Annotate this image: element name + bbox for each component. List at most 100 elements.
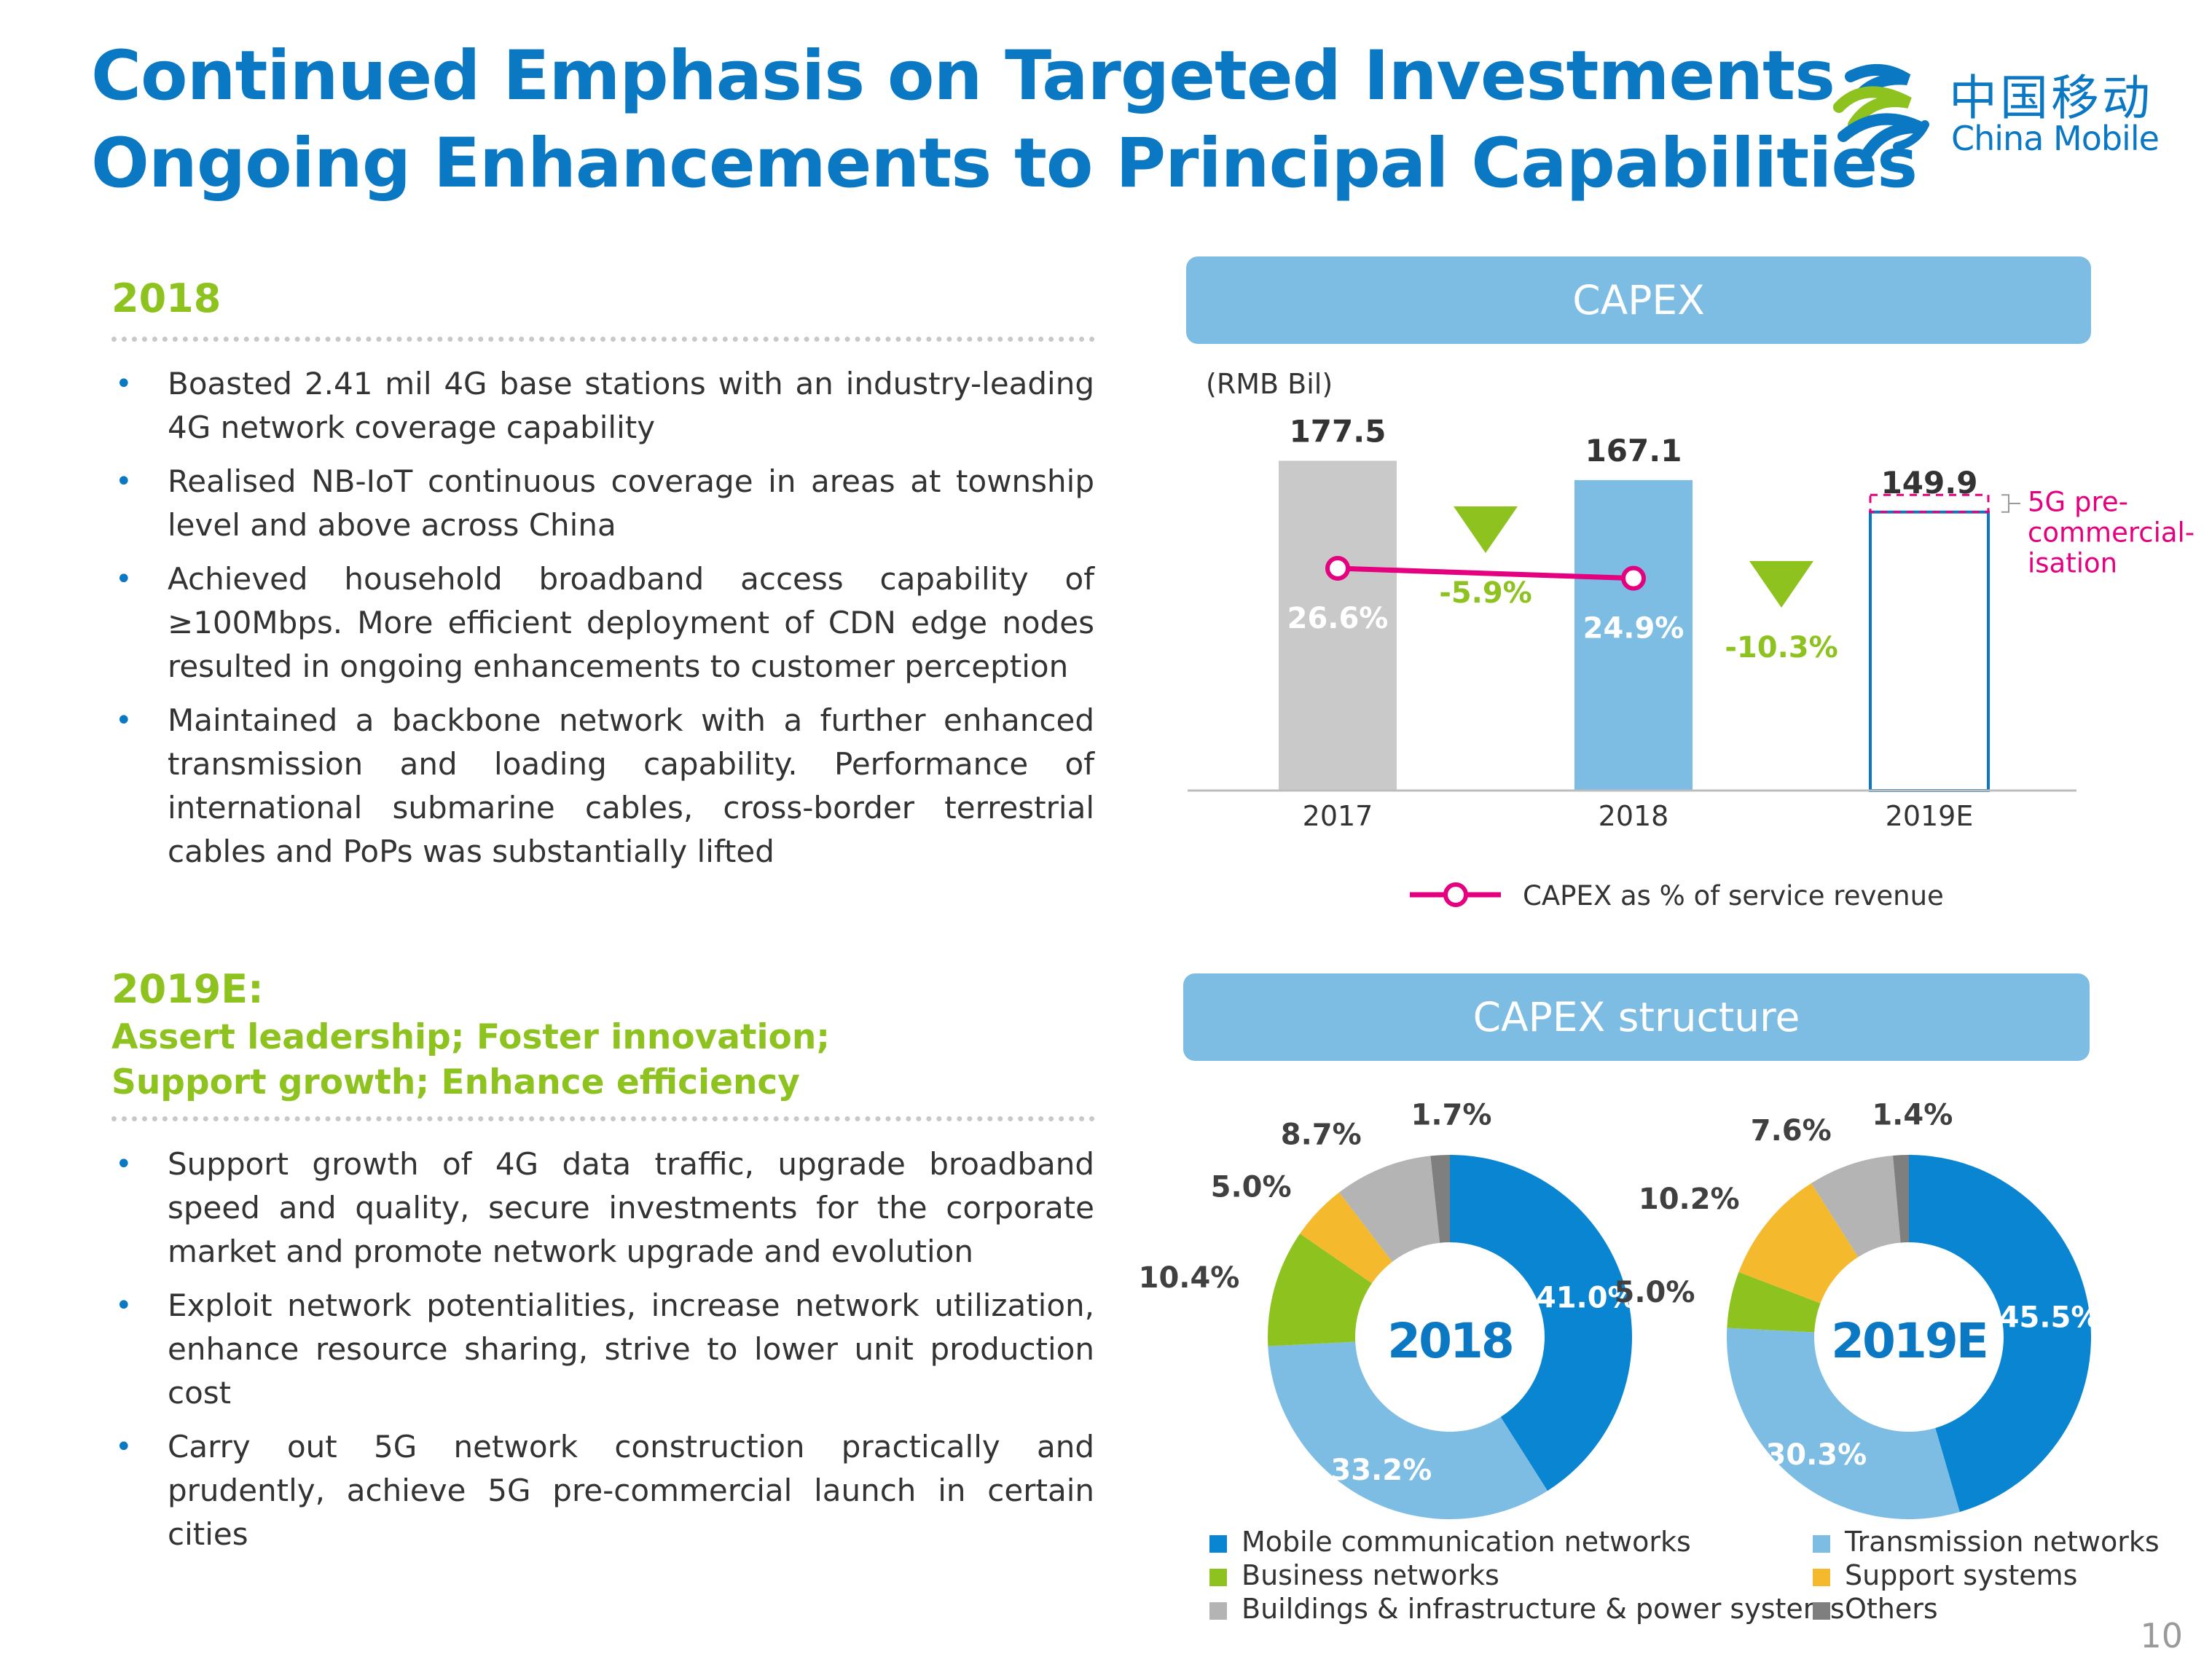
- legend-item-mobile: Mobile communication networks: [1209, 1526, 1691, 1558]
- bullet-item: • Boasted 2.41 mil 4G base stations with …: [109, 362, 1094, 450]
- capex-bar-2018: [1574, 479, 1693, 791]
- slice-label: 1.7%: [1411, 1098, 1492, 1132]
- legend-swatch: [1813, 1569, 1830, 1586]
- slice-label: 10.2%: [1639, 1183, 1740, 1216]
- china-mobile-logo-icon: [1833, 64, 1929, 158]
- donut-slice: [1450, 1155, 1632, 1491]
- section-2019-divider: [111, 1116, 1095, 1121]
- legend-swatch: [1813, 1535, 1830, 1553]
- slice-label: 45.5%: [1999, 1301, 2101, 1335]
- capex-bar-chart: (RMB Bil)177.52017167.12018149.92019E5G …: [1188, 368, 2195, 912]
- legend-label: Mobile communication networks: [1242, 1526, 1691, 1558]
- section-2019-subheading-1: Assert leadership; Foster innovation;: [111, 1017, 831, 1057]
- capex-pct-line: [1337, 565, 1634, 581]
- bullet-icon: •: [115, 704, 133, 737]
- bullet-text: Realised NB-IoT continuous coverage in a…: [168, 463, 1094, 543]
- annotation-bracket: [2001, 494, 2020, 513]
- legend-label: Transmission networks: [1845, 1526, 2160, 1558]
- donut-slice: [1727, 1328, 1960, 1519]
- china-mobile-logo: 中国移动 China Mobile: [1821, 55, 2186, 171]
- section-2018-divider: [111, 337, 1095, 342]
- legend-swatch: [1813, 1602, 1830, 1620]
- bullet-text: Achieved household broadband access capa…: [168, 561, 1094, 684]
- capex-structure-donuts: 41.0% 33.2% 10.4% 5.0% 8.7% 1.7% 2018 45.5% 30.3…: [1139, 1098, 2101, 1519]
- legend-item-business: Business networks: [1209, 1559, 1499, 1591]
- slice-label: 5.0%: [1614, 1276, 1695, 1309]
- bullet-item: • Achieved household broadband access cap…: [109, 557, 1094, 689]
- unit-label: (RMB Bil): [1206, 368, 1333, 400]
- capex-chart-title: CAPEX: [1186, 256, 2091, 344]
- section-2018-heading: 2018: [111, 275, 221, 321]
- legend-item-others: Others: [1813, 1593, 1938, 1625]
- bar-value-label: 167.1: [1585, 433, 1682, 469]
- section-2019-subheading-2: Support growth; Enhance efficiency: [111, 1062, 800, 1102]
- legend-label: Buildings & infrastructure & power syste…: [1242, 1593, 1845, 1625]
- donut-slice: [1893, 1155, 1909, 1243]
- bullet-text: Carry out 5G network construction practi…: [168, 1429, 1094, 1552]
- bullet-icon: •: [115, 562, 133, 596]
- donut-slice: [1430, 1155, 1450, 1243]
- bullet-icon: •: [115, 465, 133, 498]
- donut-slice: [1339, 1156, 1440, 1262]
- donut-center-label: 2019E: [1831, 1313, 1987, 1369]
- bullet-icon: •: [115, 1430, 133, 1464]
- bullet-icon: •: [115, 367, 133, 401]
- capex-bar-2017: [1279, 460, 1397, 791]
- section-2018-bullets: • Boasted 2.41 mil 4G base stations with …: [109, 362, 1094, 884]
- x-tick-label: 2017: [1303, 800, 1373, 832]
- legend-marker: [1443, 882, 1468, 907]
- donut-slice: [1738, 1183, 1859, 1304]
- legend-swatch: [1209, 1602, 1227, 1620]
- page-title-line-1: Continued Emphasis on Targeted Investmen…: [91, 36, 1835, 116]
- donut-slice: [1909, 1155, 2091, 1513]
- slice-label: 1.4%: [1872, 1098, 1953, 1132]
- decrease-arrow-icon: [1454, 506, 1518, 553]
- logo-name-cn: 中国移动: [1949, 70, 2153, 126]
- capex-pct-label: 24.9%: [1583, 612, 1685, 646]
- slice-label: 5.0%: [1211, 1170, 1292, 1204]
- bullet-icon: •: [115, 1148, 133, 1181]
- slice-label: 8.7%: [1281, 1118, 1362, 1151]
- bar-value-label: 177.5: [1290, 413, 1387, 449]
- page-number: 10: [2140, 1616, 2183, 1655]
- decrease-arrow-icon: [1749, 561, 1813, 608]
- donut-slice: [1727, 1271, 1821, 1333]
- legend-item-transmission: Transmission networks: [1813, 1526, 2160, 1558]
- slice-label: 41.0%: [1536, 1282, 1637, 1315]
- slice-label: 10.4%: [1139, 1261, 1240, 1295]
- bullet-text: Maintained a backbone network with a fur…: [168, 702, 1094, 869]
- donut-center-label: 2018: [1387, 1313, 1513, 1369]
- x-tick-label: 2019E: [1886, 800, 1974, 832]
- slice-label: 33.2%: [1330, 1454, 1432, 1487]
- donut-slice: [1300, 1192, 1392, 1284]
- slice-label: 30.3%: [1765, 1438, 1867, 1472]
- capex-pct-point: [1621, 565, 1646, 591]
- bullet-text: Exploit network potentialities, increase…: [168, 1287, 1094, 1411]
- bullet-item: • Support growth of 4G data traffic, upgr…: [109, 1142, 1094, 1274]
- change-label: -10.3%: [1725, 631, 1838, 665]
- pre-commercial-dashed-box: [1869, 493, 1990, 514]
- bullet-text: Support growth of 4G data traffic, upgra…: [168, 1146, 1094, 1269]
- bullet-icon: •: [115, 1289, 133, 1322]
- x-tick-label: 2018: [1599, 800, 1669, 832]
- legend-item-support: Support systems: [1813, 1559, 2077, 1591]
- annotation-label: commercial-: [2028, 517, 2195, 548]
- annotation-label: 5G pre-: [2028, 486, 2128, 517]
- bullet-item: • Realised NB-IoT continuous coverage in …: [109, 460, 1094, 547]
- legend-label: Others: [1845, 1593, 1938, 1625]
- donut-slice: [1268, 1341, 1548, 1519]
- capex-pct-point: [1325, 556, 1350, 581]
- annotation-label: isation: [2028, 547, 2117, 579]
- donut-slice: [1268, 1234, 1372, 1346]
- capex-bar-2019E: [1869, 510, 1990, 792]
- legend-label: Business networks: [1242, 1559, 1499, 1591]
- logo-name-en: China Mobile: [1951, 119, 2160, 158]
- bullet-item: • Carry out 5G network construction pract…: [109, 1425, 1094, 1556]
- bullet-item: • Maintained a backbone network with a fu…: [109, 699, 1094, 874]
- legend-label: CAPEX as % of service revenue: [1523, 880, 1944, 912]
- donut-slice: [1811, 1155, 1901, 1258]
- page-title-line-2: Ongoing Enhancements to Principal Capabi…: [91, 124, 1918, 203]
- change-label: -5.9%: [1439, 576, 1532, 610]
- legend-item-buildings: Buildings & infrastructure & power syste…: [1209, 1593, 1845, 1625]
- legend-swatch: [1209, 1569, 1227, 1586]
